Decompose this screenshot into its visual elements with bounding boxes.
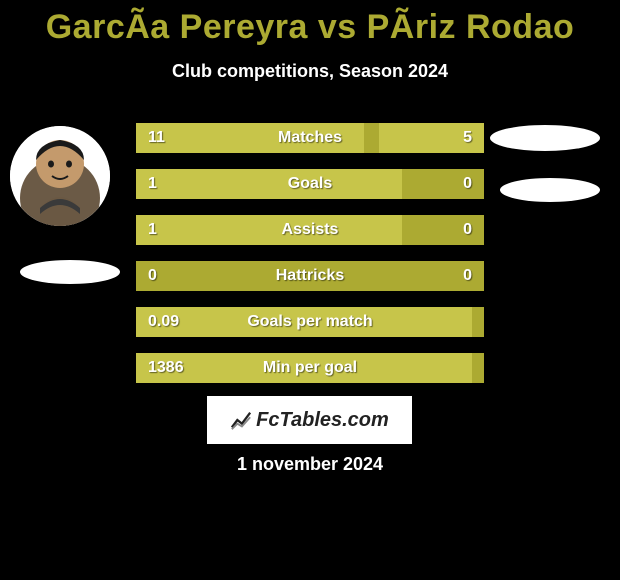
stat-row: 1Goals0	[135, 168, 485, 200]
stat-row: 0.09Goals per match	[135, 306, 485, 338]
branding-badge: FcTables.com	[207, 396, 412, 444]
stat-row: 11Matches5	[135, 122, 485, 154]
team-badge-right	[500, 178, 600, 202]
stat-value-right: 5	[463, 123, 472, 153]
stat-label: Matches	[136, 123, 484, 153]
player-right-avatar-placeholder	[490, 125, 600, 151]
person-icon	[10, 126, 110, 226]
stat-row: 0Hattricks0	[135, 260, 485, 292]
stat-row: 1Assists0	[135, 214, 485, 246]
player-left-avatar	[10, 126, 110, 226]
comparison-card: GarcÃa Pereyra vs PÃriz Rodao Club compe…	[0, 0, 620, 580]
stat-value-right: 0	[463, 215, 472, 245]
branding-text: FcTables.com	[256, 409, 389, 432]
stat-label: Hattricks	[136, 261, 484, 291]
stats-bars: 11Matches51Goals01Assists00Hattricks00.0…	[135, 122, 485, 398]
stat-row: 1386Min per goal	[135, 352, 485, 384]
page-title: GarcÃa Pereyra vs PÃriz Rodao	[0, 0, 620, 47]
stat-label: Assists	[136, 215, 484, 245]
stat-value-right: 0	[463, 261, 472, 291]
stat-label: Goals	[136, 169, 484, 199]
stat-label: Goals per match	[136, 307, 484, 337]
stat-value-right: 0	[463, 169, 472, 199]
date-label: 1 november 2024	[0, 454, 620, 475]
page-subtitle: Club competitions, Season 2024	[0, 61, 620, 82]
chart-line-icon	[230, 409, 252, 431]
stat-label: Min per goal	[136, 353, 484, 383]
team-badge-left	[20, 260, 120, 284]
